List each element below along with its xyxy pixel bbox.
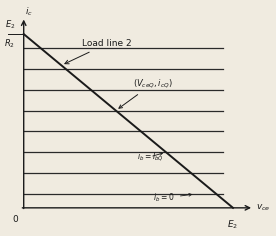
Text: $v_{ce}$: $v_{ce}$ [256, 202, 270, 213]
Text: $i_c$: $i_c$ [25, 5, 33, 18]
Text: $i_b = 0$: $i_b = 0$ [153, 192, 192, 204]
Text: $(V_{ceQ}, i_{cQ})$: $(V_{ceQ}, i_{cQ})$ [119, 77, 172, 108]
Text: $E_2$: $E_2$ [5, 18, 15, 31]
Text: $R_2$: $R_2$ [4, 38, 15, 50]
Text: 0: 0 [12, 215, 18, 224]
Text: $i_b = I_{bQ}$: $i_b = I_{bQ}$ [137, 150, 163, 163]
Text: Load line 2: Load line 2 [65, 39, 132, 64]
Text: $E_2$: $E_2$ [227, 218, 238, 231]
